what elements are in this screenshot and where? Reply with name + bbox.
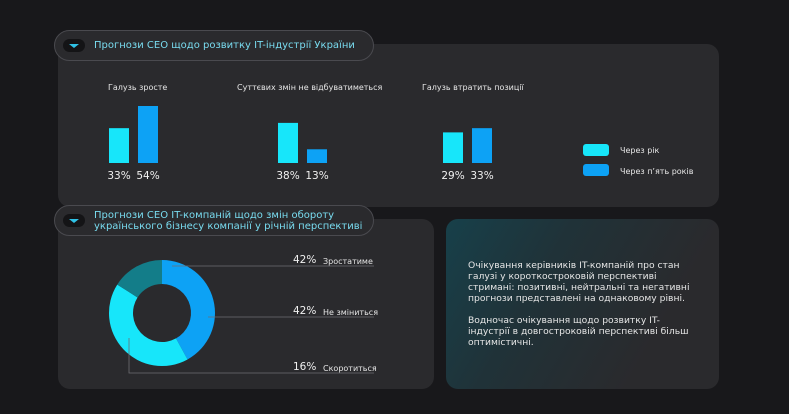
bar bbox=[472, 128, 492, 163]
donut-slice-label: Скоротиться bbox=[323, 364, 377, 373]
donut-slice-label: Не зміниться bbox=[323, 308, 378, 317]
section-header-turnover-forecast: Прогнози CEO IT-компаній щодо змін оборо… bbox=[54, 205, 374, 236]
donut-pct-label: 16% bbox=[293, 361, 316, 373]
bar-value-label: 13% bbox=[305, 170, 328, 182]
chevron-down-icon bbox=[63, 214, 85, 227]
donut-pct-label: 42% bbox=[293, 254, 316, 266]
bar bbox=[278, 123, 298, 163]
legend-label: Через рік bbox=[620, 146, 659, 155]
legend-swatch-five-years bbox=[583, 164, 609, 176]
info-paragraph: Водночас очікування щодо розвитку IT-інд… bbox=[468, 315, 693, 348]
bar-group-title: Суттєвих змін не відбуватиметься bbox=[237, 83, 382, 92]
donut-slice bbox=[109, 285, 188, 366]
donut-pct-label: 42% bbox=[293, 305, 316, 317]
bar-value-label: 33% bbox=[470, 170, 493, 182]
bar bbox=[307, 149, 327, 163]
legend-label: Через п’ять років bbox=[620, 167, 693, 176]
chevron-down-icon bbox=[63, 39, 85, 52]
section-header-industry-forecast: Прогнози CEO щодо розвитку IT-індустрії … bbox=[54, 30, 374, 61]
bar-group-title: Галузь зросте bbox=[108, 83, 167, 92]
bar-value-label: 54% bbox=[136, 170, 159, 182]
bar bbox=[443, 132, 463, 163]
info-paragraph: Очікування керівників IT-компаній про ст… bbox=[468, 260, 693, 304]
section-title: Прогнози CEO IT-компаній щодо змін оборо… bbox=[94, 210, 373, 232]
bar-value-label: 33% bbox=[107, 170, 130, 182]
bar-group-title: Галузь втратить позиції bbox=[422, 83, 524, 92]
bar-value-label: 38% bbox=[276, 170, 299, 182]
bar bbox=[138, 106, 158, 163]
bar bbox=[109, 128, 129, 163]
legend-swatch-year bbox=[583, 144, 609, 156]
donut-slice-label: Зростатиме bbox=[323, 257, 373, 266]
section-title: Прогнози CEO щодо розвитку IT-індустрії … bbox=[94, 40, 355, 51]
bar-value-label: 29% bbox=[441, 170, 464, 182]
